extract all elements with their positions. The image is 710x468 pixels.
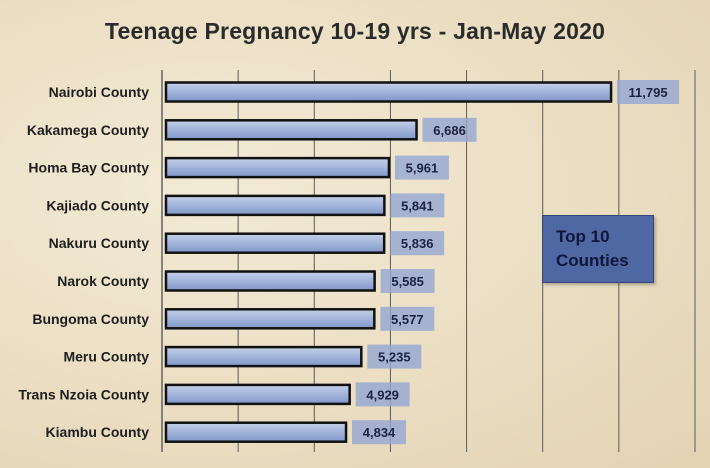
callout-line-1: Top 10: [556, 227, 610, 246]
value-label: 5,841: [401, 198, 434, 213]
bars: 11,795 6,686 5,961 5,841 5,836 5,585 5,577 5,23…: [164, 80, 680, 445]
value-label-box: [352, 420, 407, 445]
value-label-box: [422, 117, 477, 142]
value-label-box: [367, 344, 422, 369]
value-label-box: [390, 231, 445, 256]
bar: [164, 383, 351, 406]
bar: [164, 81, 613, 103]
category-label: Meru County: [63, 349, 149, 365]
bar: [164, 345, 363, 368]
value-label-box: [355, 382, 410, 407]
value-label-box: [380, 306, 435, 331]
category-label: Kakamega County: [27, 122, 149, 138]
category-label: Kiambu County: [46, 424, 150, 440]
bar: [164, 119, 418, 141]
category-label: Kajiado County: [46, 197, 149, 213]
value-label-box: [394, 155, 449, 180]
category-label: Nakuru County: [49, 235, 150, 251]
bar: [164, 308, 376, 330]
category-label: Narok County: [57, 273, 149, 289]
value-label: 6,686: [433, 123, 466, 138]
bar: [164, 194, 386, 217]
category-label: Trans Nzoia County: [18, 386, 149, 402]
value-label: 5,836: [401, 236, 434, 251]
value-label-box: [390, 193, 445, 218]
callout-line-2: Counties: [556, 251, 629, 270]
chart-title: Teenage Pregnancy 10-19 yrs - Jan-May 20…: [104, 18, 606, 44]
category-label: Homa Bay County: [28, 160, 149, 176]
value-label-box: [380, 269, 435, 293]
category-label: Nairobi County: [49, 84, 150, 100]
category-label: Bungoma County: [32, 311, 149, 327]
value-label-box: [617, 80, 680, 104]
value-label: 5,235: [378, 350, 411, 365]
category-labels: Nairobi County Kakamega County Homa Bay Co…: [18, 84, 149, 440]
value-label: 4,834: [363, 425, 396, 440]
bar: [164, 156, 391, 179]
bar: [164, 270, 376, 292]
bar: [164, 421, 348, 443]
value-label: 11,795: [629, 85, 668, 100]
value-label: 5,585: [391, 274, 424, 289]
value-label: 4,929: [366, 387, 399, 402]
top-10-callout: Top 10 Counties: [542, 215, 654, 283]
value-label: 5,577: [391, 312, 424, 327]
value-label: 5,961: [406, 161, 439, 176]
bar: [164, 232, 386, 254]
